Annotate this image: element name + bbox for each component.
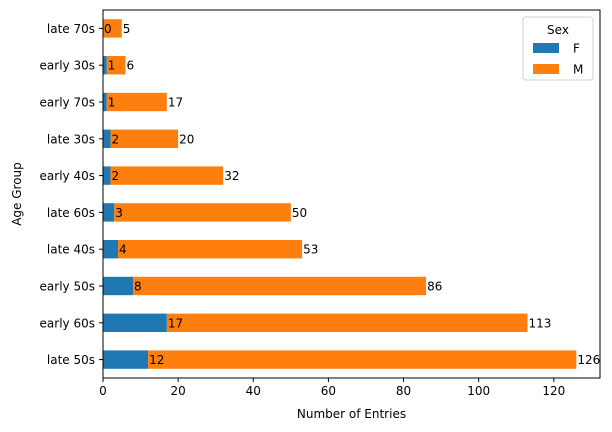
y-axis: late 50s early 60s early 50s late 40s late 6… [40, 22, 103, 367]
bar-F-6 [103, 129, 111, 148]
bar-M-3 [118, 240, 303, 259]
bar-F-8 [103, 56, 107, 75]
data-label-F-3: 4 [119, 243, 127, 257]
y-tick-label-8: early 30s [40, 59, 95, 73]
data-label-F-9: 0 [104, 22, 112, 36]
y-tick-label-6: late 30s [47, 132, 95, 146]
bar-M-5 [110, 166, 224, 185]
bar-M-4 [114, 203, 291, 222]
data-label-F-5: 2 [112, 169, 120, 183]
data-label-F-0: 12 [149, 353, 164, 367]
x-tick-label-2: 40 [246, 384, 261, 398]
legend-label-F: F [573, 42, 580, 56]
data-label-F-2: 8 [134, 280, 142, 294]
y-tick-label-1: early 60s [40, 316, 95, 330]
data-label-F-6: 2 [112, 132, 120, 146]
legend-swatch-F [533, 43, 559, 53]
x-tick-label-5: 100 [467, 384, 490, 398]
bar-M-8 [106, 56, 126, 75]
data-label-M-0: 126 [577, 353, 600, 367]
y-tick-label-0: late 50s [47, 353, 95, 367]
data-label-F-8: 1 [108, 59, 116, 73]
x-tick-label-0: 0 [99, 384, 107, 398]
data-label-F-7: 1 [108, 96, 116, 110]
bar-F-1 [103, 313, 167, 332]
data-label-M-1: 113 [528, 316, 551, 330]
data-label-M-7: 17 [168, 96, 183, 110]
x-axis-title: Number of Entries [297, 407, 406, 421]
bar-M-9 [103, 19, 122, 38]
data-label-M-9: 5 [123, 22, 131, 36]
legend-label-M: M [573, 63, 583, 77]
x-tick-label-3: 60 [321, 384, 336, 398]
bar-M-0 [148, 350, 577, 369]
plot-frame [102, 9, 601, 379]
data-label-M-2: 86 [427, 280, 442, 294]
legend-title: Sex [547, 23, 569, 37]
bar-F-4 [103, 203, 115, 222]
legend-swatch-M [533, 64, 559, 74]
y-tick-label-2: early 50s [40, 280, 95, 294]
y-tick-label-7: early 70s [40, 96, 95, 110]
bar-M-7 [106, 92, 167, 112]
data-label-F-1: 17 [168, 316, 183, 330]
bar-M-2 [133, 276, 427, 296]
y-tick-label-5: early 40s [40, 169, 95, 183]
x-tick-label-4: 80 [396, 384, 411, 398]
bar-F-5 [103, 166, 111, 185]
y-tick-label-4: late 60s [47, 206, 95, 220]
bar-M-6 [110, 129, 179, 148]
legend-entries: FM [533, 42, 583, 77]
bars-group [103, 19, 577, 369]
data-label-M-3: 53 [303, 243, 318, 257]
bar-F-2 [103, 276, 134, 296]
y-axis-title: Age Group [10, 162, 24, 226]
data-label-M-5: 32 [224, 169, 239, 183]
data-label-M-6: 20 [179, 132, 194, 146]
data-label-M-8: 6 [127, 59, 135, 73]
y-tick-label-9: late 70s [47, 22, 95, 36]
bar-F-0 [103, 350, 149, 369]
x-tick-label-1: 20 [170, 384, 185, 398]
x-tick-label-6: 120 [542, 384, 565, 398]
data-label-M-4: 50 [292, 206, 307, 220]
bar-F-7 [103, 92, 107, 112]
x-axis: 0 20 40 60 80 100 120 [99, 378, 565, 398]
y-tick-label-3: late 40s [47, 243, 95, 257]
bar-F-3 [103, 240, 119, 259]
data-label-F-4: 3 [115, 206, 123, 220]
bar-M-1 [166, 313, 528, 332]
legend: Sex FM [522, 16, 594, 81]
